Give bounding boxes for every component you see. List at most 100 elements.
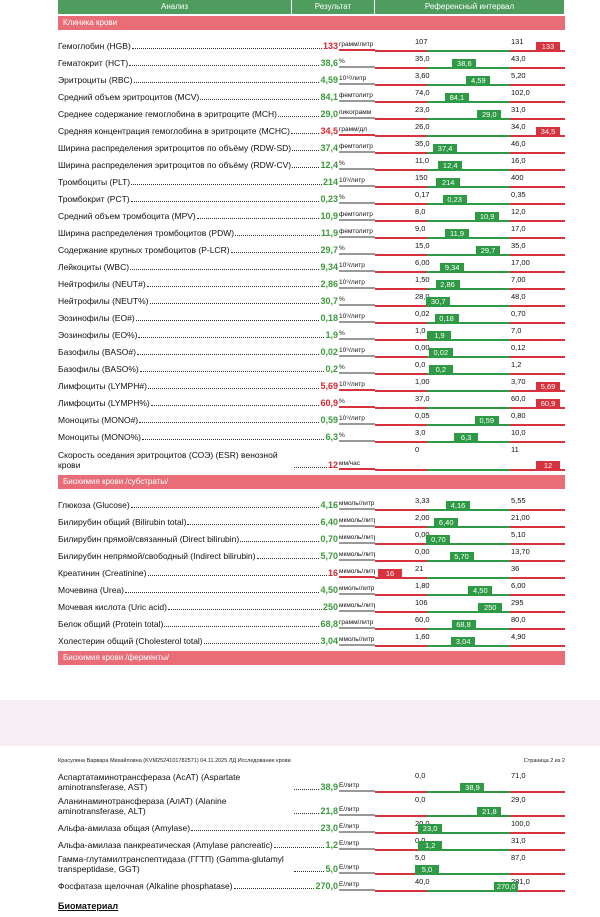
reference-high: 5,10	[511, 530, 526, 539]
analysis-cell: Ширина распределения тромбоцитов (PDW) 11…	[58, 223, 375, 240]
analysis-cell: Средний объем тромбоцита (MPV) 10,9 фемтол…	[58, 206, 375, 223]
range-normal	[427, 118, 510, 120]
range-above	[510, 118, 565, 120]
leader-dots	[149, 303, 320, 304]
analysis-name: Аланинаминотрансфераза (АлАТ) (Alanine a…	[58, 796, 227, 816]
result-unit: 10¹²/литр	[339, 75, 375, 85]
result-row: Глюкоза (Glucose) 4,16 ммоль/литр 3,33 5,55 4…	[58, 495, 565, 512]
result-row: Фосфатаза щелочная (Alkaline phosphatase…	[58, 876, 565, 893]
analysis-cell: Холестерин общий (Cholesterol total) 3,04…	[58, 631, 375, 648]
reference-low: 0,0	[415, 360, 426, 369]
analysis-cell: Глюкоза (Glucose) 4,16 ммоль/литр	[58, 495, 375, 512]
result-value: 0,59	[320, 415, 338, 425]
range-normal	[427, 169, 510, 171]
range-normal	[427, 186, 510, 188]
reference-low: 0,0	[415, 836, 425, 845]
analysis-cell: Белок общий (Protein total) 68,8 грамм/лит…	[58, 614, 375, 631]
range-normal	[427, 832, 510, 834]
range-below	[375, 469, 427, 471]
reference-high: 31,0	[511, 836, 526, 845]
reference-low: 74,0	[415, 88, 430, 97]
result-unit: Е/литр	[339, 840, 375, 850]
result-unit: грамм/литр	[339, 619, 375, 629]
analysis-name: Холестерин общий (Cholesterol total)	[58, 636, 203, 646]
value-marker: 5,0	[415, 865, 439, 875]
range-above	[510, 873, 565, 875]
leader-dots	[235, 235, 320, 236]
reference-high: 48,0	[511, 292, 526, 301]
result-unit: ммоль/литр	[339, 636, 375, 646]
reference-high: 6,00	[511, 581, 526, 590]
range-normal	[427, 373, 510, 375]
value-marker: 6,40	[434, 518, 459, 528]
reference-high: 0,80	[511, 411, 526, 420]
value-marker: 5,70	[449, 552, 474, 562]
range-above	[510, 832, 565, 834]
range-normal	[427, 543, 510, 545]
result-row: Среднее содержание гемоглобина в эритроц…	[58, 104, 565, 121]
range-normal	[427, 305, 510, 307]
analysis-name: Альфа-амилаза панкреатическая (Amylase p…	[58, 840, 273, 850]
analysis-name: Нейтрофилы (NEUT#)	[58, 279, 146, 289]
reference-cell: 8,0 12,0 10,9	[375, 206, 565, 223]
analysis-name: Фосфатаза щелочная (Alkaline phosphatase…	[58, 881, 233, 891]
range-above	[510, 373, 565, 375]
range-normal	[427, 152, 510, 154]
reference-cell: 1,00 3,70 5,69	[375, 376, 565, 393]
range-above	[510, 220, 565, 222]
reference-high: 281,0	[511, 877, 530, 886]
analysis-cell: Среднее содержание гемоглобина в эритроц…	[58, 104, 375, 121]
footer-heading: Биоматериал	[58, 901, 119, 911]
range-below	[375, 407, 427, 409]
reference-low: 20,0	[415, 819, 430, 828]
result-value: 0,23	[320, 194, 338, 204]
value-marker: 0,18	[434, 314, 459, 324]
reference-cell: 26,0 34,0 34,5	[375, 121, 565, 138]
range-below	[375, 873, 427, 875]
reference-high: 16,0	[511, 156, 526, 165]
reference-cell: 0,00 0,12 0,02	[375, 342, 565, 359]
result-row: Мочевая кислота (Uric acid) 250 мкмоль/лит…	[58, 597, 565, 614]
reference-low: 40,0	[415, 877, 430, 886]
result-unit: мкмоль/литр	[339, 551, 375, 561]
result-row: Гамма-глутамилтранспептидаза (ГГТП) (Gam…	[58, 852, 565, 876]
result-unit: 10⁹/литр	[339, 347, 375, 357]
range-below	[375, 791, 427, 793]
range-below	[375, 152, 427, 154]
analysis-name: Ширина распределения тромбоцитов (PDW)	[58, 228, 235, 238]
analysis-cell: Билирубин непрямой/свободный (Indirect b…	[58, 546, 375, 563]
reference-high: 21,00	[511, 513, 530, 522]
range-normal	[427, 390, 510, 392]
analysis-cell: Моноциты (MONO%) 6,3%	[58, 427, 375, 444]
reference-high: 11	[511, 445, 519, 454]
value-marker: 12,4	[438, 161, 463, 171]
range-below	[375, 50, 427, 52]
range-below	[375, 305, 427, 307]
range-below	[375, 594, 427, 596]
reference-high: 102,0	[511, 88, 530, 97]
range-normal	[427, 254, 510, 256]
analysis-name: Моноциты (MONO#)	[58, 415, 139, 425]
result-unit: фемтолитр	[339, 211, 375, 221]
result-unit: грамм/литр	[339, 41, 375, 51]
value-marker: 12	[536, 461, 560, 471]
result-unit: %	[339, 245, 375, 255]
analysis-name: Средний объем эритроцитов (MCV)	[58, 92, 200, 102]
result-row: Белок общий (Protein total) 68,8 грамм/лит…	[58, 614, 565, 631]
reference-low: 1,50	[415, 275, 430, 284]
leader-dots	[147, 575, 327, 576]
value-marker: 1,9	[427, 331, 452, 341]
range-below	[375, 560, 427, 562]
result-row: Холестерин общий (Cholesterol total) 3,04…	[58, 631, 565, 648]
reference-high: 5,20	[511, 71, 526, 80]
patient-line: Красулина Варвара Михайловна (KVM2524101…	[58, 758, 291, 764]
range-normal	[427, 424, 510, 426]
result-unit: 10⁹/литр	[339, 313, 375, 323]
reference-low: 6,00	[415, 258, 430, 267]
analysis-cell: Билирубин общий (Bilirubin total) 6,40 мкм…	[58, 512, 375, 529]
reference-low: 1,0	[415, 326, 426, 335]
reference-low: 35,0	[415, 139, 430, 148]
reference-cell: 21 36 16	[375, 563, 565, 580]
result-unit: %	[339, 330, 375, 340]
result-row: Ширина распределения эритроцитов по объё…	[58, 138, 565, 155]
